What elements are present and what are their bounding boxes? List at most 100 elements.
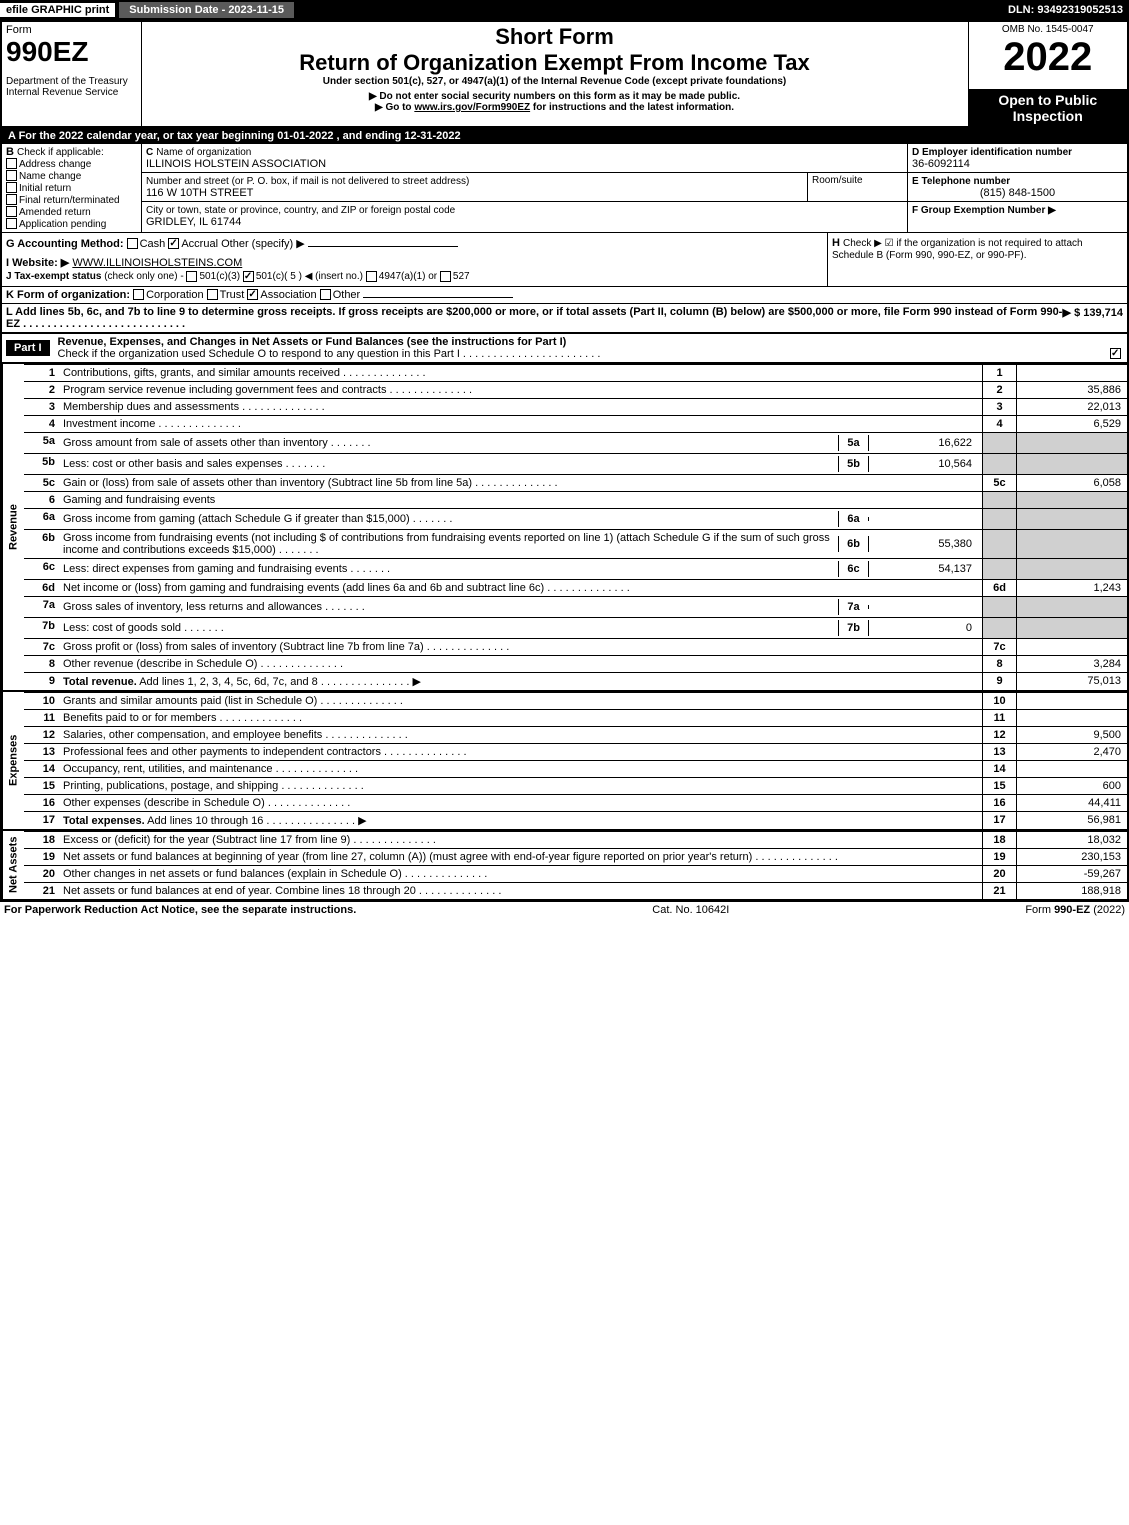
line-value: 18,032	[1017, 832, 1127, 848]
line-12: 12Salaries, other compensation, and empl…	[24, 726, 1127, 743]
line-num-box: 21	[982, 883, 1017, 899]
line-number: 7c	[24, 639, 59, 655]
line-number: 16	[24, 795, 59, 811]
line-desc: Excess or (deficit) for the year (Subtra…	[59, 832, 982, 848]
line-number: 7b	[24, 618, 59, 638]
page-footer: For Paperwork Reduction Act Notice, see …	[0, 901, 1129, 918]
checkbox-name-change[interactable]	[6, 170, 17, 181]
checkbox-corp[interactable]	[133, 289, 144, 300]
efile-label[interactable]: efile GRAPHIC print	[0, 3, 115, 17]
line-desc: Less: cost or other basis and sales expe…	[59, 454, 982, 474]
line-number: 13	[24, 744, 59, 760]
line-num-box: 6d	[982, 580, 1017, 596]
checkbox-trust[interactable]	[207, 289, 218, 300]
check-if-label: Check if applicable:	[17, 147, 104, 158]
line-value: 44,411	[1017, 795, 1127, 811]
line-value	[1017, 693, 1127, 709]
line-desc: Total revenue. Add lines 1, 2, 3, 4, 5c,…	[59, 673, 982, 690]
line-6a: 6aGross income from gaming (attach Sched…	[24, 508, 1127, 529]
opt-address: Address change	[19, 159, 91, 170]
line-6c: 6cLess: direct expenses from gaming and …	[24, 558, 1127, 579]
checkbox-501c3[interactable]	[186, 271, 197, 282]
line-value: 6,058	[1017, 475, 1127, 491]
line-value: 56,981	[1017, 812, 1127, 829]
checkbox-527[interactable]	[440, 271, 451, 282]
line-desc: Professional fees and other payments to …	[59, 744, 982, 760]
checkbox-cash[interactable]	[127, 238, 138, 249]
line-desc: Printing, publications, postage, and shi…	[59, 778, 982, 794]
other-method-label: Other (specify) ▶	[221, 238, 305, 250]
line-number: 14	[24, 761, 59, 777]
line-desc: Other expenses (describe in Schedule O) …	[59, 795, 982, 811]
line-value: 22,013	[1017, 399, 1127, 415]
checkbox-accrual[interactable]	[168, 238, 179, 249]
line-number: 6a	[24, 509, 59, 529]
line-num-box: 7c	[982, 639, 1017, 655]
part1-label: Part I	[6, 340, 50, 356]
line-number: 1	[24, 365, 59, 381]
checkbox-501c[interactable]	[243, 271, 254, 282]
line-number: 11	[24, 710, 59, 726]
line-desc: Program service revenue including govern…	[59, 382, 982, 398]
line-desc: Less: cost of goods sold . . . . . . .7b…	[59, 618, 982, 638]
checkbox-address-change[interactable]	[6, 158, 17, 169]
line-num-box: 10	[982, 693, 1017, 709]
checkbox-4947[interactable]	[366, 271, 377, 282]
checkbox-final[interactable]	[6, 194, 17, 205]
top-bar: efile GRAPHIC print Submission Date - 20…	[0, 0, 1129, 20]
checkbox-amended[interactable]	[6, 206, 17, 217]
line-number: 5a	[24, 433, 59, 453]
line-desc: Gross income from gaming (attach Schedul…	[59, 509, 982, 529]
line-number: 6b	[24, 530, 59, 558]
line-num-box: 11	[982, 710, 1017, 726]
other-method-input[interactable]	[308, 246, 458, 247]
section-h-text: Check ▶ ☑ if the organization is not req…	[832, 238, 1083, 261]
cash-label: Cash	[140, 238, 166, 250]
checkbox-schedule-o[interactable]	[1110, 348, 1121, 359]
line-num-box: 12	[982, 727, 1017, 743]
short-form-title: Short Form	[146, 24, 964, 50]
note-instructions: ▶ Go to www.irs.gov/Form990EZ for instru…	[146, 102, 964, 113]
checkbox-assoc[interactable]	[247, 289, 258, 300]
name-label: Name of organization	[156, 147, 251, 158]
opt-527: 527	[453, 271, 470, 282]
section-e-label: E Telephone number	[912, 176, 1010, 187]
org-address: 116 W 10TH STREET	[146, 187, 253, 199]
note-ssn: ▶ Do not enter social security numbers o…	[146, 91, 964, 102]
irs-link[interactable]: www.irs.gov/Form990EZ	[414, 102, 530, 113]
line-num-box: 17	[982, 812, 1017, 829]
line-20: 20Other changes in net assets or fund ba…	[24, 865, 1127, 882]
line-value: 230,153	[1017, 849, 1127, 865]
website-link[interactable]: WWW.ILLINOISHOLSTEINS.COM	[72, 257, 242, 269]
expenses-section: Expenses 10Grants and similar amounts pa…	[2, 690, 1127, 829]
line-num-box: 15	[982, 778, 1017, 794]
submission-date: Submission Date - 2023-11-15	[119, 2, 294, 18]
line-5a: 5aGross amount from sale of assets other…	[24, 432, 1127, 453]
section-j-label: J Tax-exempt status	[6, 271, 101, 282]
other-org-input[interactable]	[363, 297, 513, 298]
opt-final: Final return/terminated	[19, 195, 120, 206]
checkbox-other-org[interactable]	[320, 289, 331, 300]
expenses-label: Expenses	[2, 692, 24, 829]
line-desc: Net assets or fund balances at end of ye…	[59, 883, 982, 899]
line-desc: Membership dues and assessments . . . . …	[59, 399, 982, 415]
line-15: 15Printing, publications, postage, and s…	[24, 777, 1127, 794]
checkbox-initial[interactable]	[6, 182, 17, 193]
line-number: 5c	[24, 475, 59, 491]
phone-value: (815) 848-1500	[912, 187, 1123, 199]
line-number: 4	[24, 416, 59, 432]
form-header-table: Form 990EZ Department of the Treasury In…	[0, 20, 1129, 128]
line-num-box: 4	[982, 416, 1017, 432]
line-value: 188,918	[1017, 883, 1127, 899]
line-13: 13Professional fees and other payments t…	[24, 743, 1127, 760]
line-desc: Gain or (loss) from sale of assets other…	[59, 475, 982, 491]
line-desc: Investment income . . . . . . . . . . . …	[59, 416, 982, 432]
line-8: 8Other revenue (describe in Schedule O) …	[24, 655, 1127, 672]
checkbox-pending[interactable]	[6, 218, 17, 229]
line-number: 7a	[24, 597, 59, 617]
line-desc: Net assets or fund balances at beginning…	[59, 849, 982, 865]
line-desc: Gross profit or (loss) from sales of inv…	[59, 639, 982, 655]
line-value: 3,284	[1017, 656, 1127, 672]
line-6d: 6dNet income or (loss) from gaming and f…	[24, 579, 1127, 596]
line-value: 35,886	[1017, 382, 1127, 398]
